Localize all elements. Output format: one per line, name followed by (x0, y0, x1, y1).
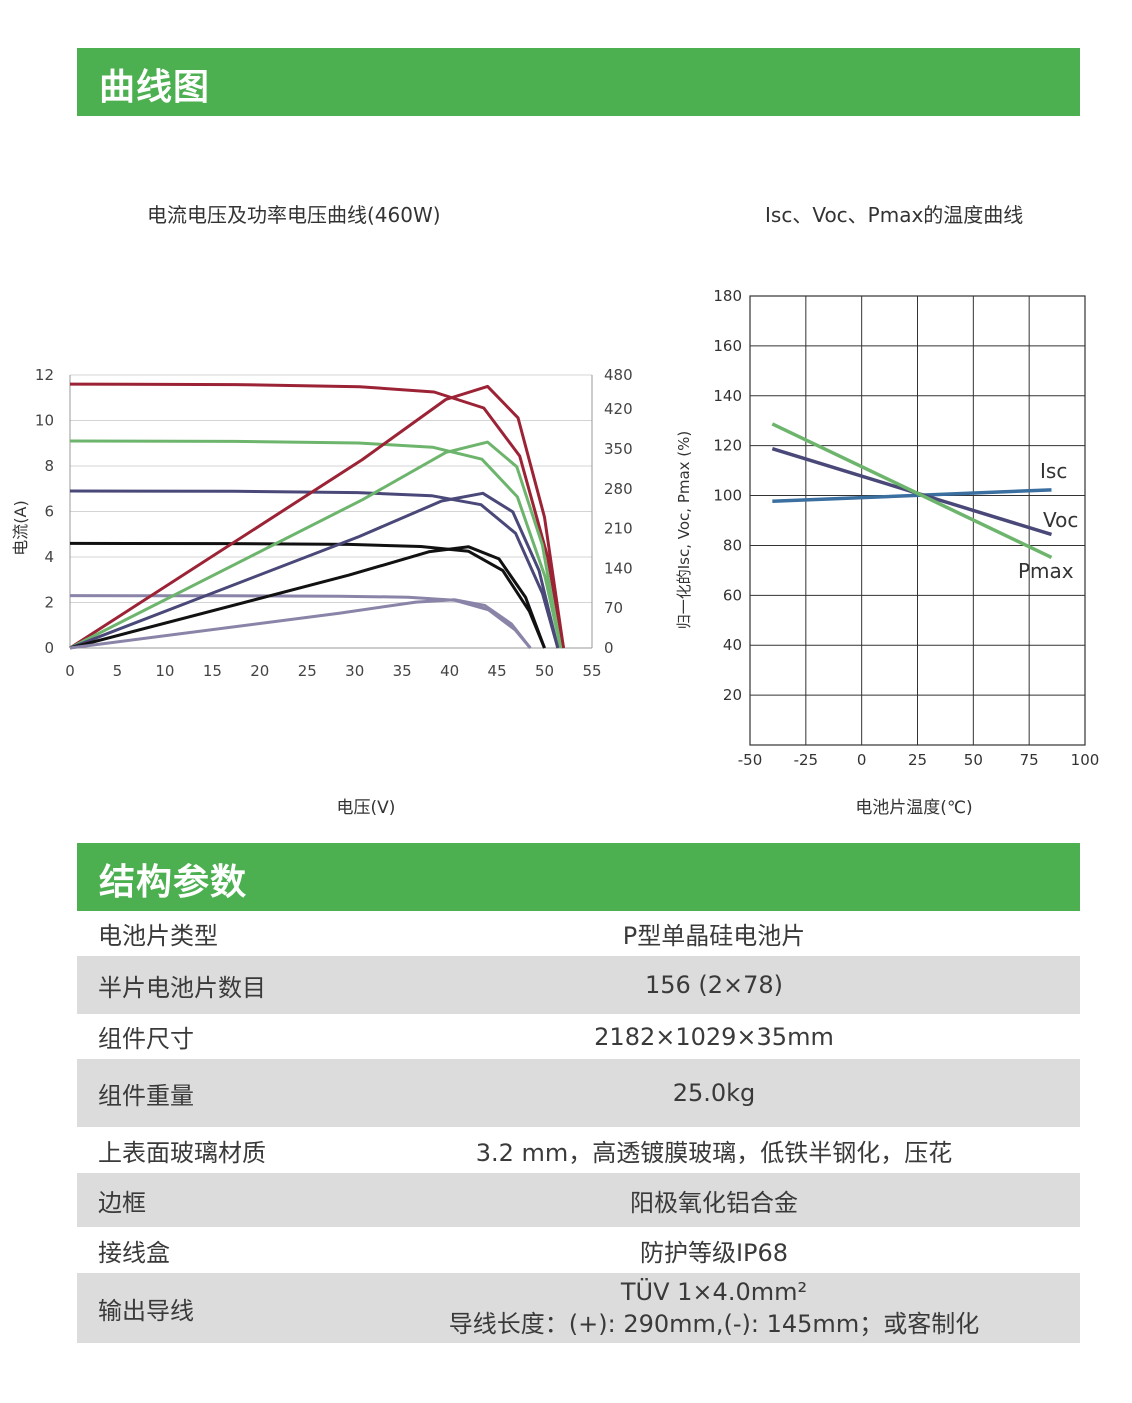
iv-current-curve (69, 439, 563, 649)
iv-x-tick-label: 35 (393, 662, 412, 680)
temp-y-axis-label: 归一化的Isc, Voc, Pmax (%) (675, 431, 693, 630)
temp-series-label: Pmax (1018, 559, 1074, 583)
temp-series-line (772, 488, 1052, 504)
iv-x-tick-label: 30 (345, 662, 364, 680)
spec-value-line2: 导线长度：(+): 290mm,(-): 145mm；或客制化 (448, 1310, 980, 1338)
iv-y-tick-label: 12 (35, 366, 54, 384)
temp-x-tick-label: 25 (908, 751, 927, 769)
iv-x-tick-label: 50 (535, 662, 554, 680)
spec-row: 上表面玻璃材质 3.2 mm，高透镀膜玻璃，低铁半钢化，压花 (77, 1127, 1080, 1173)
spec-value: 3.2 mm，高透镀膜玻璃，低铁半钢化，压花 (475, 1138, 953, 1167)
temp-y-tick-label: 40 (723, 636, 742, 654)
iv-current-curve (69, 382, 565, 649)
temp-series-label: Voc (1043, 508, 1078, 532)
iv-y2-tick-label: 210 (604, 520, 633, 538)
spec-value: 156 (2×78) (418, 956, 1080, 1014)
iv-y-tick-label: 10 (35, 412, 54, 430)
spec-label: 组件重量 (77, 1059, 418, 1127)
iv-y2-tick-label: 280 (604, 480, 633, 498)
spec-value: 防护等级IP68 (639, 1238, 789, 1267)
structure-section-header: 结构参数 (77, 843, 1080, 911)
temp-y-tick-label: 80 (723, 536, 742, 554)
iv-x-tick-label: 5 (113, 662, 123, 680)
spec-row: 半片电池片数目 156 (2×78) (77, 956, 1080, 1014)
iv-y-axis-label: 电流(A) (11, 500, 30, 555)
temp-x-tick-label: 100 (1071, 751, 1100, 769)
spec-value: TÜV 1×4.0mm² (620, 1278, 808, 1306)
iv-chart: 0 2 4 6 8 10 12 0 70 140 210 280 350 420 480 0 5 10 15 20 25… (11, 366, 633, 818)
curves-section-header: 曲线图 (77, 48, 1080, 116)
spec-label: 半片电池片数目 (77, 956, 418, 1014)
spec-row: 电池片类型 P型单晶硅电池片 (77, 911, 1080, 956)
spec-row: 接线盒 防护等级IP68 (77, 1227, 1080, 1273)
spec-value: 阳极氧化铝合金 (418, 1173, 1080, 1227)
temp-x-tick-label: -25 (794, 751, 819, 769)
iv-x-tick-label: 10 (155, 662, 174, 680)
iv-y-tick-label: 8 (44, 457, 54, 475)
iv-current-curve (69, 594, 532, 649)
spec-label: 输出导线 (77, 1273, 418, 1343)
iv-y-tick-label: 2 (44, 594, 54, 612)
iv-x-tick-label: 45 (488, 662, 507, 680)
pv-power-curve (69, 384, 565, 650)
temp-y-tick-label: 100 (713, 487, 742, 505)
iv-x-tick-label: 40 (440, 662, 459, 680)
temp-y-tick-label: 160 (713, 337, 742, 355)
temp-y-tick-label: 140 (713, 387, 742, 405)
spec-label: 电池片类型 (98, 922, 218, 950)
iv-y-tick-label: 0 (44, 639, 54, 657)
iv-x-tick-label: 20 (250, 662, 269, 680)
iv-y2-tick-label: 140 (604, 559, 633, 577)
spec-label: 边框 (77, 1173, 418, 1227)
spec-row: 组件重量 25.0kg (77, 1059, 1080, 1127)
iv-x-tick-label: 15 (203, 662, 222, 680)
iv-x-tick-label: 55 (582, 662, 601, 680)
spec-value: P型单晶硅电池片 (622, 922, 806, 950)
spec-value: 25.0kg (418, 1059, 1080, 1127)
temp-x-axis-label: 电池片温度(℃) (855, 798, 972, 818)
temp-x-tick-label: 75 (1020, 751, 1039, 769)
temp-series-line (771, 422, 1053, 559)
iv-y2-tick-label: 420 (604, 400, 633, 418)
spec-row: 边框 阳极氧化铝合金 (77, 1173, 1080, 1227)
spec-row: 组件尺寸 2182×1029×35mm (77, 1014, 1080, 1059)
temp-y-tick-label: 20 (723, 686, 742, 704)
pv-power-curve (69, 545, 546, 650)
spec-row: 输出导线 TÜV 1×4.0mm² 导线长度：(+): 290mm,(-): 1… (77, 1273, 1080, 1343)
iv-x-tick-label: 25 (298, 662, 317, 680)
iv-y-tick-label: 4 (44, 548, 54, 566)
spec-label: 上表面玻璃材质 (98, 1138, 266, 1167)
pv-power-curve (69, 598, 532, 650)
iv-y2-tick-label: 480 (604, 366, 633, 384)
iv-x-tick-label: 0 (65, 662, 75, 680)
iv-current-curve (69, 489, 560, 649)
spec-table: 电池片类型 P型单晶硅电池片 半片电池片数目 156 (2×78) 组件尺寸 2… (77, 911, 1080, 1343)
iv-x-axis-label: 电压(V) (337, 798, 396, 818)
iv-y2-tick-label: 0 (604, 639, 614, 657)
temperature-chart: -50 -25 0 25 50 75 100 20 40 60 80 100 120 140 160 180 电… (675, 287, 1100, 818)
curves-section-title: 曲线图 (99, 67, 211, 108)
temp-y-tick-label: 60 (723, 586, 742, 604)
temp-x-tick-label: -50 (738, 751, 763, 769)
pv-power-curve (69, 440, 563, 650)
spec-value: 2182×1029×35mm (594, 1022, 834, 1051)
pv-power-curve (69, 491, 560, 650)
temp-series-label: Isc (1040, 459, 1067, 483)
temp-y-tick-label: 180 (713, 287, 742, 305)
iv-chart-title: 电流电压及功率电压曲线(460W) (147, 203, 441, 227)
temp-x-tick-label: 50 (964, 751, 983, 769)
iv-y2-tick-label: 70 (604, 599, 623, 617)
temp-y-tick-label: 120 (713, 437, 742, 455)
iv-y-tick-label: 6 (44, 503, 54, 521)
spec-label: 组件尺寸 (98, 1025, 194, 1053)
iv-y2-tick-label: 350 (604, 440, 633, 458)
structure-section-title: 结构参数 (99, 862, 248, 903)
temp-chart-title: Isc、Voc、Pmax的温度曲线 (765, 203, 1024, 227)
spec-label: 接线盒 (98, 1238, 170, 1267)
temp-x-tick-label: 0 (857, 751, 867, 769)
